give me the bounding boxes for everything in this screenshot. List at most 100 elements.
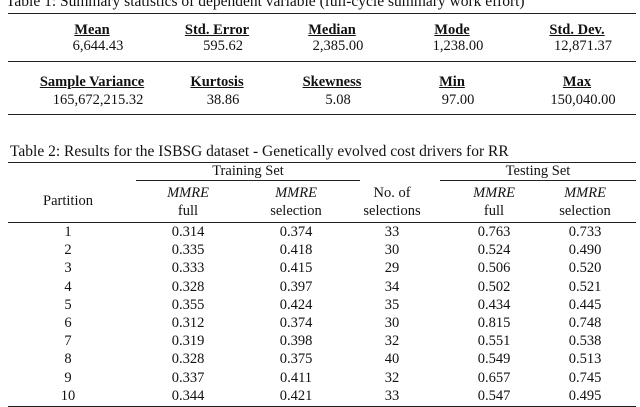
cell: 0.333 — [171, 260, 205, 277]
group-header: Training Set — [212, 163, 284, 179]
cell: 0.397 — [279, 278, 313, 295]
cell: 3 — [64, 260, 72, 277]
cell: 0.490 — [568, 242, 602, 259]
column-header: full — [483, 203, 505, 219]
stat-label: Mode — [434, 22, 470, 38]
cell: 0.506 — [477, 260, 511, 277]
cell: 0.445 — [568, 296, 602, 313]
stat-label: Mean — [74, 22, 110, 38]
rule — [440, 180, 636, 181]
cell: 0.434 — [477, 296, 511, 313]
stat-value: 5.08 — [325, 92, 351, 108]
rule — [8, 114, 636, 115]
cell: 0.337 — [171, 369, 205, 386]
cell: 1 — [64, 224, 72, 240]
stat-label: Skewness — [302, 74, 362, 90]
rule — [8, 61, 636, 62]
rule — [8, 13, 636, 14]
stat-label: Min — [439, 74, 465, 90]
cell: 0.374 — [279, 315, 313, 331]
cell: 0.415 — [279, 260, 313, 277]
stat-label: Std. Error — [184, 22, 250, 38]
cell: 9 — [64, 369, 72, 386]
cell: 0.375 — [279, 351, 313, 368]
stat-label: Kurtosis — [190, 74, 244, 90]
cell: 0.815 — [477, 315, 511, 331]
cell: 0.355 — [171, 296, 205, 313]
cell: 0.502 — [477, 278, 511, 295]
stat-value: 6,644.43 — [72, 38, 124, 54]
stat-value: 595.62 — [203, 38, 243, 54]
cell: 0.521 — [568, 278, 602, 295]
cell: 0.411 — [279, 369, 313, 386]
cell: 0.312 — [171, 315, 205, 331]
column-header: MMRE — [167, 185, 209, 201]
cell: 0.524 — [477, 242, 511, 259]
cell: 5 — [64, 296, 72, 313]
stat-label: Std. Dev. — [549, 22, 605, 38]
cell: 0.421 — [279, 387, 313, 404]
cell: 0.424 — [279, 296, 313, 313]
cell: 0.513 — [568, 351, 602, 368]
cell: 0.763 — [477, 224, 511, 240]
table-title: Table 2: Results for the ISBSG dataset -… — [10, 143, 509, 160]
cell: 0.319 — [171, 333, 205, 350]
cell: 0.733 — [568, 224, 602, 240]
stat-label: Sample Variance — [39, 74, 145, 90]
cell: 7 — [64, 333, 72, 350]
rule — [136, 180, 360, 181]
stat-value: 97.00 — [441, 92, 475, 108]
cell: 8 — [64, 351, 72, 368]
cell: 33 — [384, 387, 400, 404]
cell: 40 — [384, 351, 400, 368]
stat-value: 150,040.00 — [550, 92, 616, 108]
cell: 0.344 — [171, 387, 205, 404]
cell: 30 — [384, 242, 400, 259]
column-header: MMRE — [275, 185, 317, 201]
cell: 35 — [384, 296, 400, 313]
column-header: Partition — [43, 193, 93, 209]
cell: 0.495 — [568, 387, 602, 404]
cell: 6 — [64, 315, 72, 331]
cell: 0.657 — [477, 369, 511, 386]
cell: 4 — [64, 278, 72, 295]
cell: 2 — [64, 242, 72, 259]
stat-value: 2,385.00 — [312, 38, 364, 54]
cell: 0.328 — [171, 351, 205, 368]
cell: 32 — [384, 369, 400, 386]
column-header: selection — [270, 203, 322, 219]
cell: 0.374 — [279, 224, 313, 240]
stat-value: 1,238.00 — [432, 38, 484, 54]
cell: 0.520 — [568, 260, 602, 277]
cell: 34 — [384, 278, 400, 295]
stat-label: Max — [562, 74, 592, 90]
cell: 0.745 — [568, 369, 602, 386]
cell: 0.418 — [279, 242, 313, 259]
column-header: selections — [363, 203, 421, 219]
column-header: MMRE — [473, 185, 515, 201]
rule — [8, 222, 636, 223]
table-title: Table 1: Summary statistics of dependent… — [6, 0, 525, 10]
cell: 30 — [384, 315, 400, 331]
cell: 0.547 — [477, 387, 511, 404]
cell: 0.551 — [477, 333, 511, 350]
cell: 0.335 — [171, 242, 205, 259]
stat-value: 12,871.37 — [554, 38, 612, 54]
column-header: full — [177, 203, 199, 219]
cell: 10 — [60, 387, 76, 404]
column-header: selection — [559, 203, 611, 219]
cell: 29 — [384, 260, 400, 277]
cell: 0.314 — [171, 224, 205, 240]
cell: 33 — [384, 224, 400, 240]
stat-value: 165,672,215.32 — [52, 92, 144, 108]
group-header: Testing Set — [505, 163, 571, 179]
cell: 0.748 — [568, 315, 602, 331]
cell: 0.549 — [477, 351, 511, 368]
cell: 0.328 — [171, 278, 205, 295]
cell: 0.538 — [568, 333, 602, 350]
column-header: MMRE — [564, 185, 606, 201]
stat-value: 38.86 — [206, 92, 240, 108]
stat-label: Median — [308, 22, 356, 38]
column-header: No. of — [373, 185, 411, 201]
